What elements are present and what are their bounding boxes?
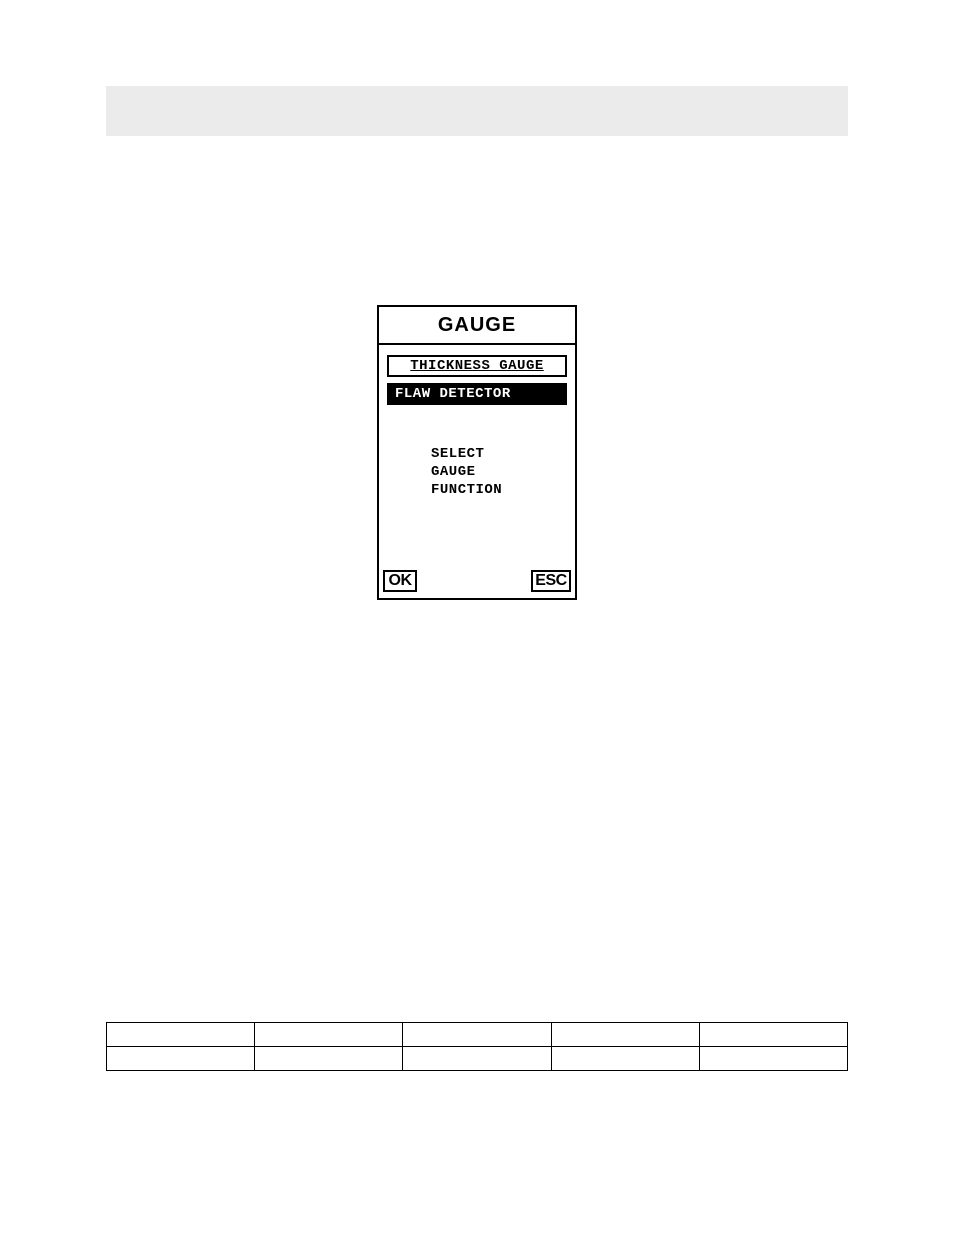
gauge-body: THICKNESS GAUGE FLAW DETECTOR SELECT GAU… <box>379 345 575 598</box>
table-cell <box>107 1023 255 1047</box>
prompt-text: SELECT GAUGE FUNCTION <box>431 445 567 500</box>
table-cell <box>551 1047 699 1071</box>
table-cell <box>403 1023 551 1047</box>
table-cell <box>551 1023 699 1047</box>
table-row <box>107 1047 848 1071</box>
option-flaw-detector[interactable]: FLAW DETECTOR <box>387 383 567 405</box>
table-cell <box>699 1047 847 1071</box>
option-thickness-gauge[interactable]: THICKNESS GAUGE <box>387 355 567 377</box>
prompt-line-2: GAUGE <box>431 463 567 481</box>
button-row: OK ESC <box>383 570 571 592</box>
table-cell <box>699 1023 847 1047</box>
esc-button[interactable]: ESC <box>531 570 571 592</box>
prompt-line-3: FUNCTION <box>431 481 567 499</box>
table-cell <box>255 1047 403 1071</box>
header-bar <box>106 86 848 136</box>
ok-button[interactable]: OK <box>383 570 417 592</box>
table-row <box>107 1023 848 1047</box>
data-table <box>106 1022 848 1071</box>
gauge-title: GAUGE <box>379 307 575 345</box>
prompt-line-1: SELECT <box>431 445 567 463</box>
table-cell <box>255 1023 403 1047</box>
table-cell <box>107 1047 255 1071</box>
table-cell <box>403 1047 551 1071</box>
gauge-panel: GAUGE THICKNESS GAUGE FLAW DETECTOR SELE… <box>377 305 577 600</box>
